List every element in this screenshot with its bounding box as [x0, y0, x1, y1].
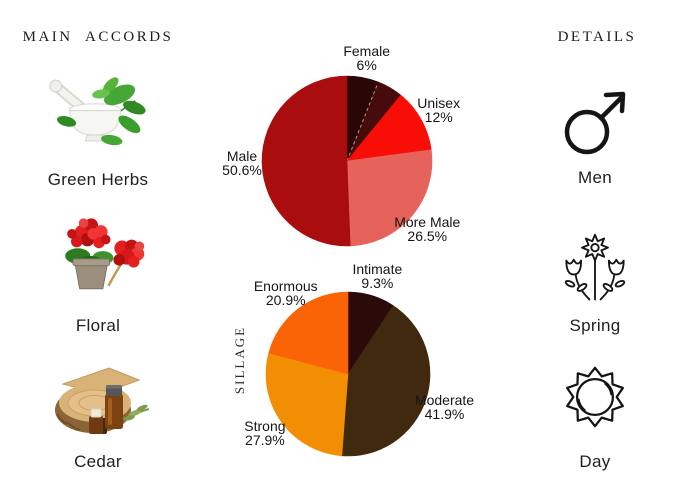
pie-slice-enormous [268, 291, 349, 375]
spring-flowers-icon [558, 232, 632, 304]
pie-slice-unisex [346, 94, 432, 162]
pie-label-intimate: Intimate 9.3% [352, 261, 403, 292]
pie-label-male: Male 50.6% [222, 147, 262, 178]
sillage-pie-chart: Intimate 9.3% Moderate 41.9% Strong 27.9% Enor… [198, 244, 498, 500]
pie-label-unisex: Unisex 12% [417, 94, 461, 125]
accord-label-green-herbs: Green Herbs [47, 170, 149, 189]
male-symbol-icon [563, 85, 629, 157]
cedar-illustration [55, 367, 150, 434]
accord-label-cedar: Cedar [74, 452, 122, 471]
pie-label-enormous: Enormous 20.9% [253, 278, 318, 309]
pie-slice-more-male [346, 149, 433, 247]
accord-label-floral: Floral [75, 316, 121, 335]
floral-illustration [65, 218, 145, 290]
pie-label-more-male: More Male 26.5% [394, 213, 461, 244]
cedar-image [42, 356, 154, 444]
side-bloom [113, 239, 145, 268]
slice-divider-line [346, 82, 379, 162]
green-herbs-illustration [49, 77, 146, 146]
pie-slice-strong [265, 352, 349, 457]
detail-label-spring: Spring [569, 316, 621, 335]
gender-pie-chart: Female 6% Unisex 12% More Male 26.5% Male 50.6% [197, 26, 497, 296]
floral-image [45, 212, 151, 298]
details-title: DETAILS [557, 29, 637, 45]
pie-slice-moderate [341, 305, 431, 457]
gender-votes-svg [261, 75, 433, 247]
pie-slice-male [261, 75, 351, 247]
pie-label-female: Female 6% [343, 42, 391, 73]
pie-label-moderate: Moderate 41.9% [414, 392, 475, 423]
sillage-votes-svg [265, 291, 431, 457]
main-accords-title: MAIN ACCORDS [22, 29, 174, 45]
detail-label-men: Men [578, 168, 612, 187]
green-herbs-image [43, 72, 151, 158]
detail-label-day: Day [579, 452, 611, 471]
bloom-cluster [67, 218, 111, 249]
sillage-axis-label: SILLAGE [232, 325, 247, 395]
day-sun-icon [562, 364, 628, 430]
pie-label-strong: Strong 27.9% [244, 418, 286, 449]
